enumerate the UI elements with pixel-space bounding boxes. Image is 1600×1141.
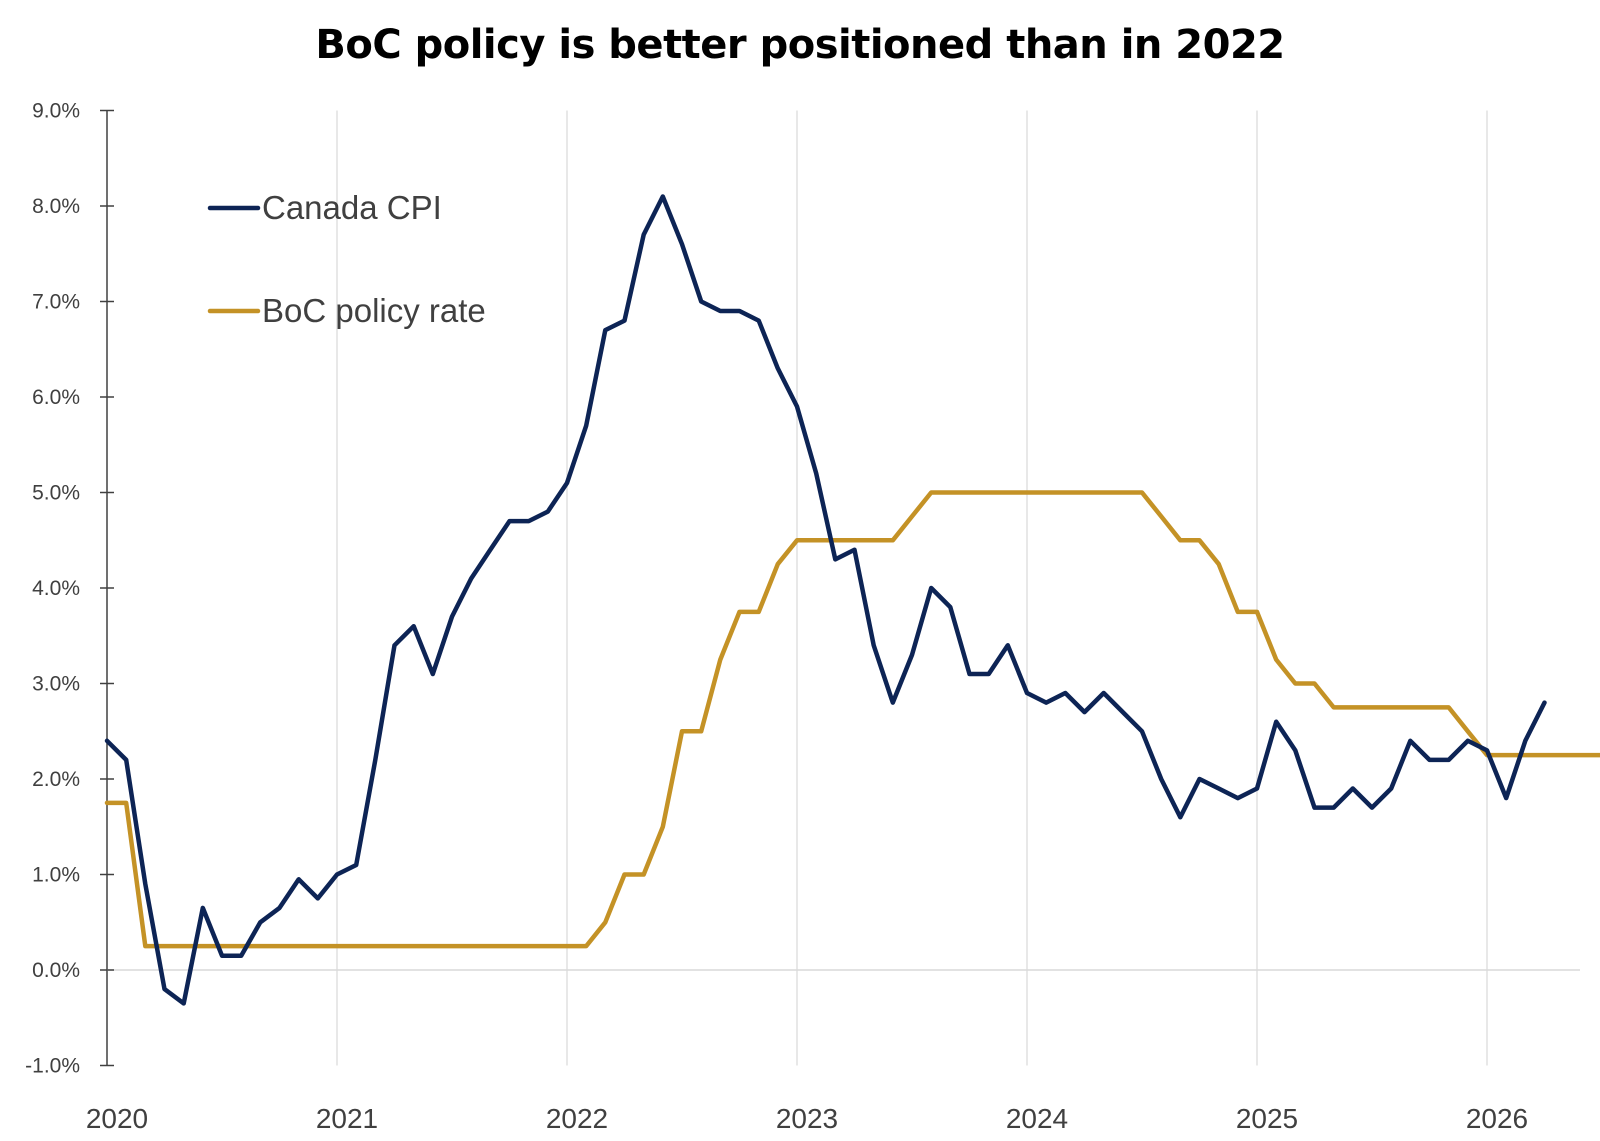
x-tick-label: 2020: [86, 1103, 148, 1134]
y-tick-label: 0.0%: [32, 959, 80, 982]
y-tick-label: 9.0%: [32, 100, 80, 123]
series-lines: [104, 194, 1600, 1006]
y-tick-label: -1.0%: [25, 1055, 80, 1078]
y-axis-tick-labels: -1.0% 0.0% 1.0% 2.0% 3.0% 4.0% 5.0% 6.0% 7.0% 8.0…: [25, 100, 114, 1078]
series-line-canada-cpi: [104, 194, 1547, 1006]
y-tick-label: 1.0%: [32, 864, 80, 887]
y-tick-label: 8.0%: [32, 195, 80, 218]
y-tick-label: 6.0%: [32, 386, 80, 409]
axes: [106, 110, 1580, 1066]
y-tick-label: 5.0%: [32, 482, 80, 505]
x-tick-label: 2026: [1466, 1103, 1528, 1134]
y-tick-label: 2.0%: [32, 768, 80, 791]
x-tick-label: 2021: [316, 1103, 378, 1134]
x-tick-label: 2024: [1006, 1103, 1068, 1134]
x-tick-label: 2022: [546, 1103, 608, 1134]
series-line-boc-policy-rate: [104, 490, 1600, 949]
legend: Canada CPI BoC policy rate: [207, 189, 486, 329]
y-tick-label: 7.0%: [32, 291, 80, 314]
x-tick-label: 2025: [1236, 1103, 1298, 1134]
chart-title: BoC policy is better positioned than in …: [315, 22, 1285, 68]
legend-label: Canada CPI: [262, 189, 442, 226]
vertical-gridlines: [336, 110, 1488, 1066]
x-tick-label: 2023: [776, 1103, 838, 1134]
y-tick-label: 4.0%: [32, 577, 80, 600]
x-axis-tick-labels: 2020 2021 2022 2023 2024 2025 2026: [86, 1103, 1528, 1134]
y-tick-label: 3.0%: [32, 673, 80, 696]
legend-label: BoC policy rate: [262, 292, 486, 329]
